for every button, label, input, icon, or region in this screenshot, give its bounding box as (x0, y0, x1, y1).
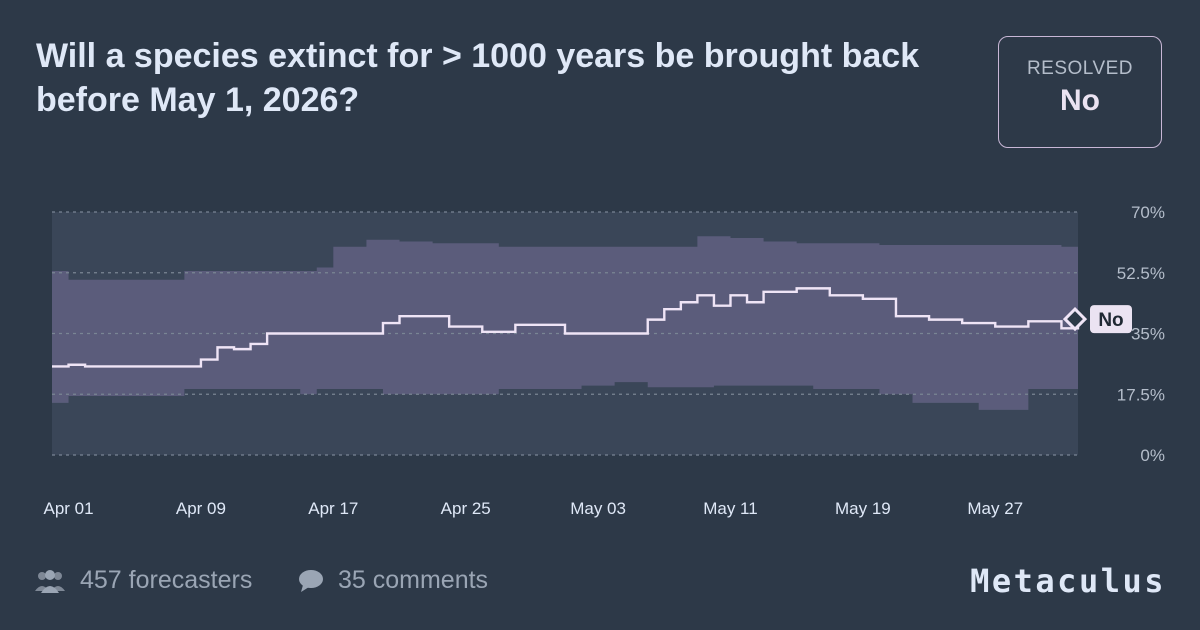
x-tick-label: May 27 (967, 499, 1023, 518)
resolution-tag (1090, 305, 1132, 334)
question-title: Will a species extinct for > 1000 years … (36, 37, 920, 119)
forecast-chart: 0% 17.5% 35% 52.5% 70% Apr 01 Apr 09 Apr 17 Apr … (44, 203, 1165, 518)
x-tick-label: May 19 (835, 499, 891, 518)
metaculus-logo[interactable]: Metaculus (970, 562, 1166, 600)
forecast-range-band (52, 236, 1078, 410)
y-tick-label: 35% (1131, 325, 1165, 344)
x-tick-label: May 03 (570, 499, 626, 518)
forecasters-count: 457 forecasters (34, 566, 252, 595)
comments-label: 35 comments (338, 566, 489, 594)
comments-count: 35 comments (298, 566, 488, 595)
users-icon (34, 569, 66, 593)
community-prediction-line (52, 287, 1080, 368)
resolution-marker (1062, 306, 1088, 332)
resolution-status-label: RESOLVED (1026, 58, 1134, 79)
resolution-tag-label: No (1098, 310, 1123, 331)
x-tick-label: Apr 17 (308, 499, 358, 518)
x-tick-label: May 11 (703, 499, 758, 518)
x-tick-label: Apr 25 (441, 499, 491, 518)
y-tick-label: 17.5% (1117, 385, 1165, 404)
resolution-value: No (1060, 84, 1100, 117)
x-tick-label: Apr 09 (176, 499, 226, 518)
y-tick-label: 52.5% (1117, 264, 1165, 283)
forecasters-label: 457 forecasters (80, 566, 253, 594)
y-tick-label: 0% (1140, 446, 1165, 465)
comment-icon (298, 569, 324, 593)
y-tick-label: 70% (1131, 203, 1165, 222)
resolution-badge: RESOLVED No (998, 36, 1162, 148)
x-tick-label: Apr 01 (44, 499, 94, 518)
